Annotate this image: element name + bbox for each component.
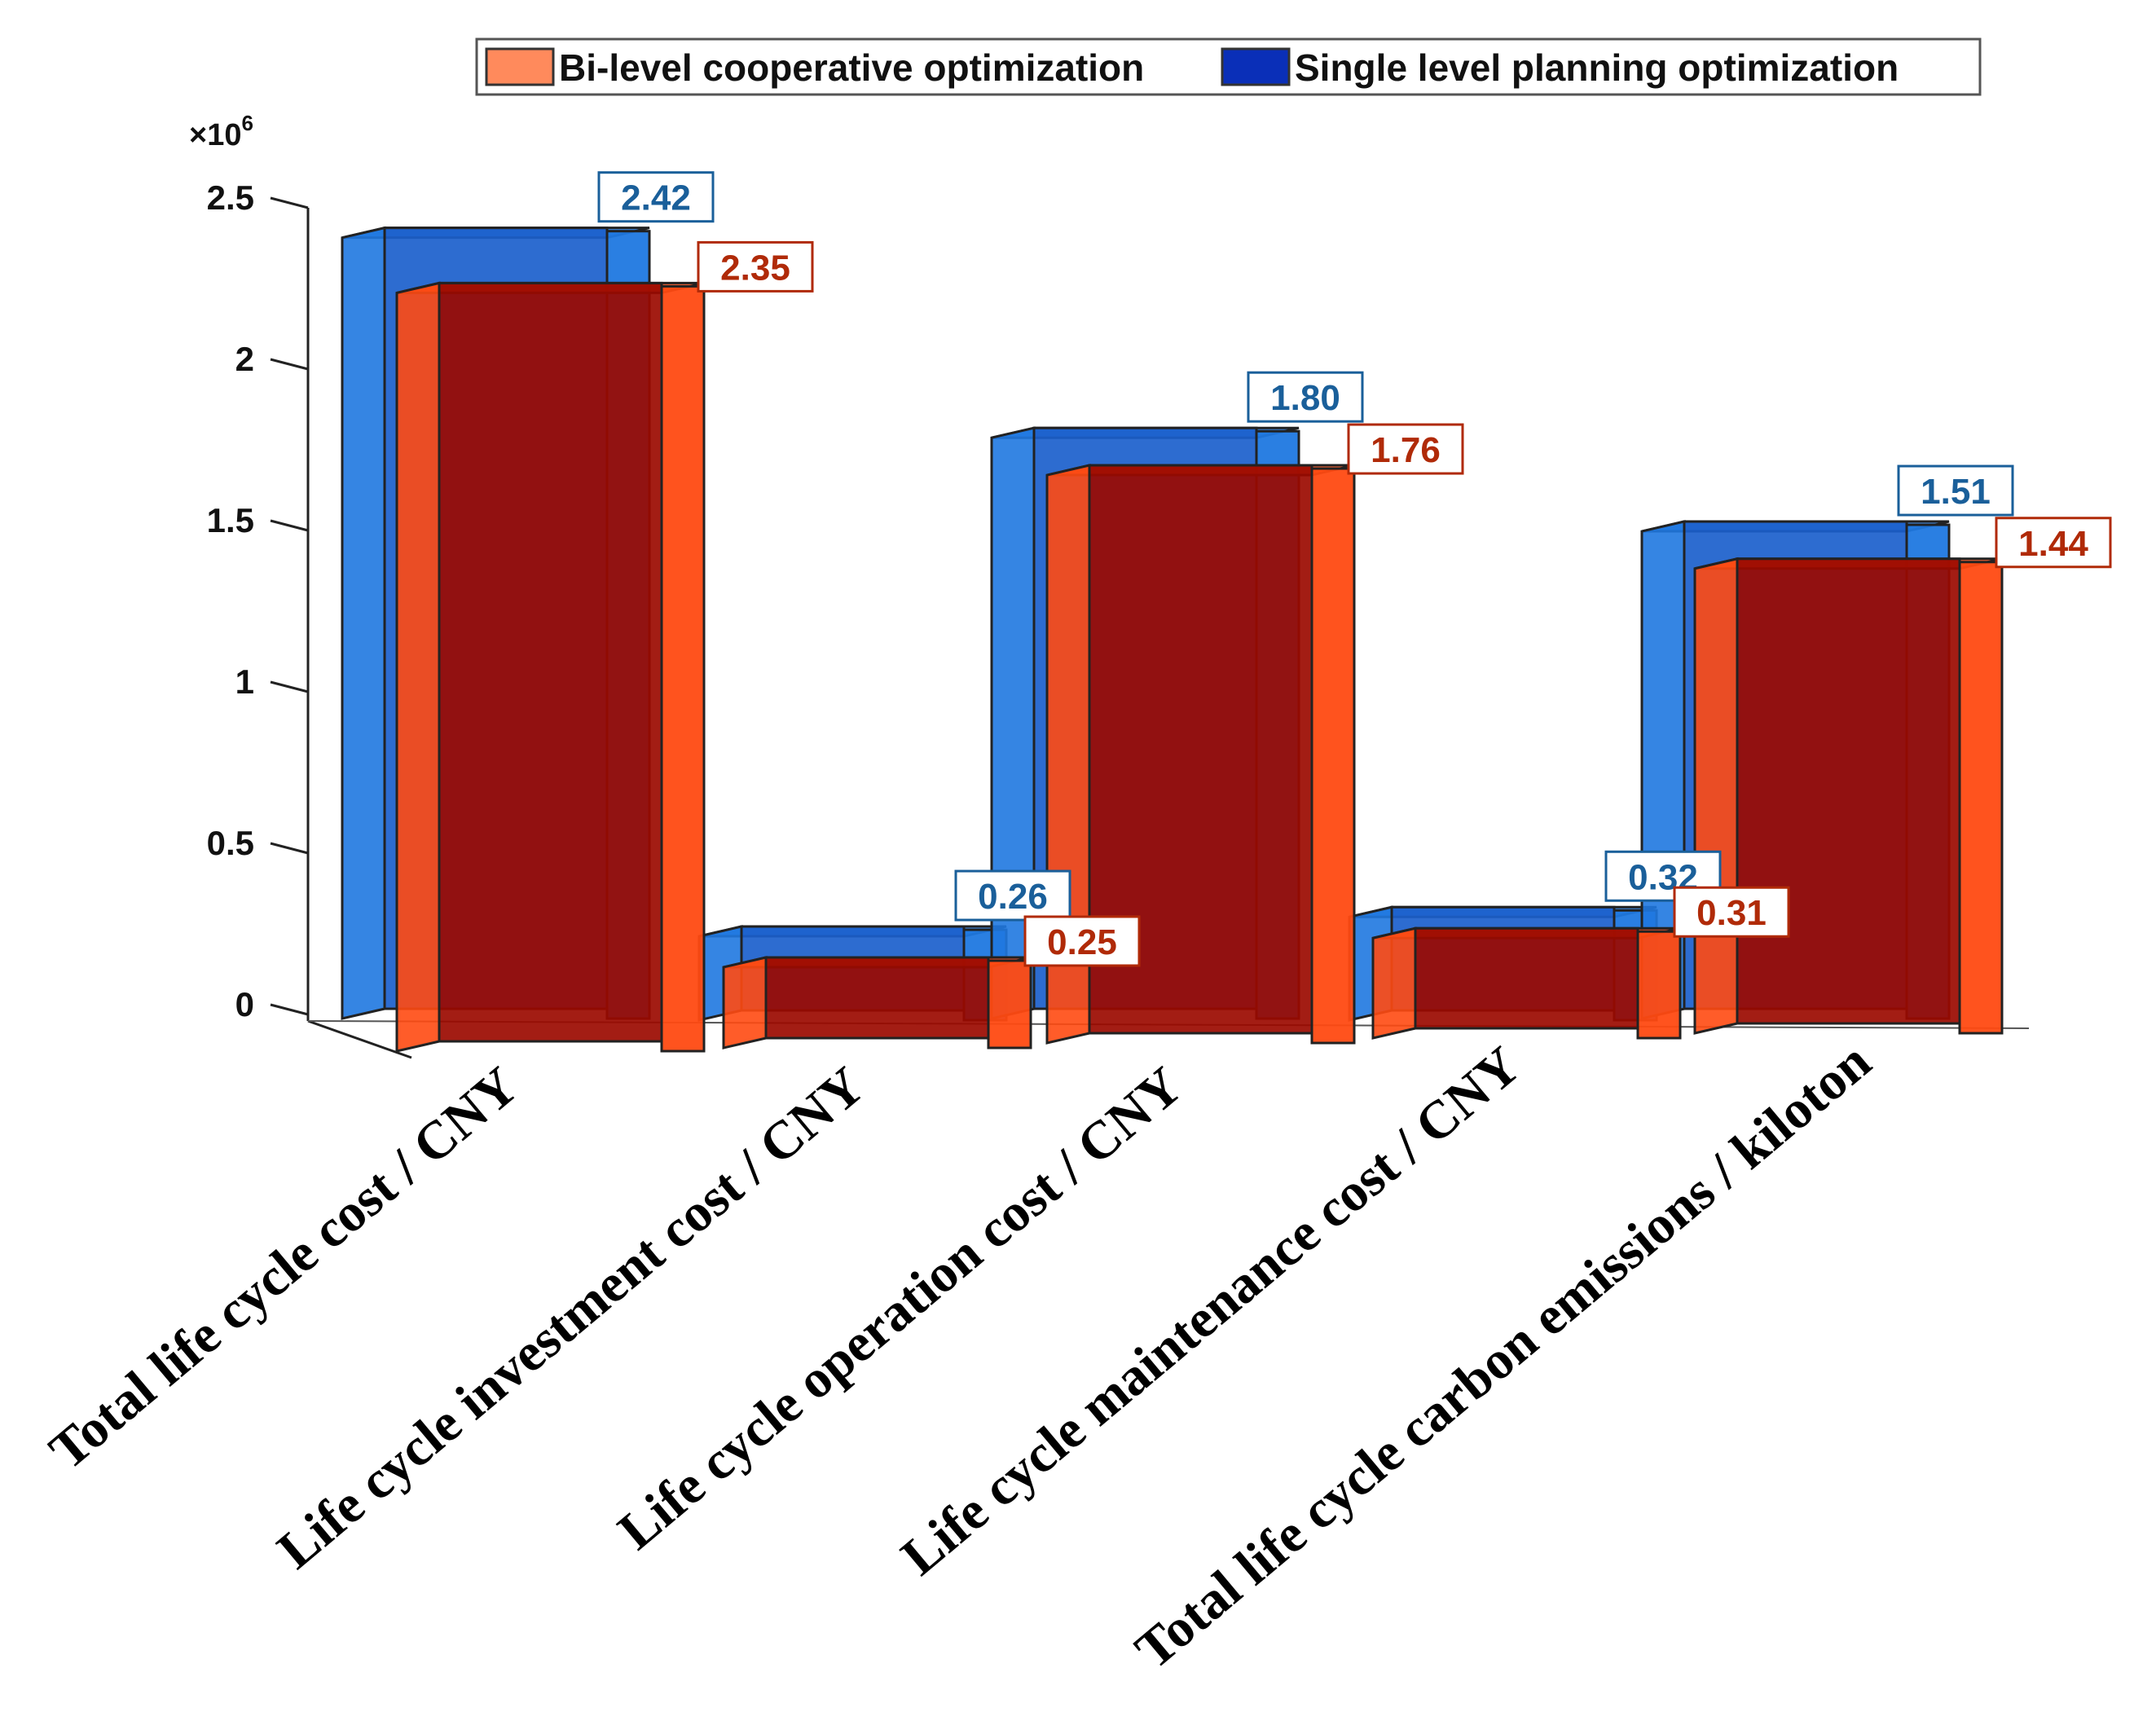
value-label-single-level-4-box <box>1897 464 2014 517</box>
value-label-bilevel-0-text: 2.35 <box>720 248 790 288</box>
bar-bilevel-4-edge <box>1958 561 2004 1035</box>
value-label-bilevel-3-box <box>1673 886 1790 938</box>
bar-bilevel-4-front <box>1736 557 1961 1025</box>
y-tick-mark <box>270 519 309 532</box>
bar-bilevel-4-side <box>1693 557 1739 1035</box>
value-label-bilevel-2: 1.76 <box>1347 423 1464 475</box>
value-label-single-level-0-box <box>597 171 715 223</box>
value-label-single-level-4-text: 1.51 <box>1921 472 1991 512</box>
bar-bilevel-1-edge <box>987 959 1032 1050</box>
y-tick-label: 1.5 <box>207 501 254 539</box>
value-label-single-level-1-box <box>954 869 1071 922</box>
value-label-bilevel-0-box <box>697 240 814 293</box>
value-label-single-level-1-text: 0.26 <box>978 877 1048 917</box>
bar-bilevel-1-front <box>764 956 990 1040</box>
bar-bilevel-3 <box>1371 926 1682 1040</box>
y-tick-label: 1 <box>235 662 254 701</box>
y-axis: 0 0.5 1 1.5 2 2.5 <box>207 178 2030 1059</box>
floor-left-edge <box>307 1019 412 1059</box>
legend-swatch-single-level <box>1221 47 1291 86</box>
value-label-bilevel-4-text: 1.44 <box>2018 524 2088 564</box>
bar-bilevel-1-side <box>722 956 768 1050</box>
value-labels: 2.420.261.800.321.512.350.251.760.311.44 <box>597 171 2112 967</box>
y-tick-mark <box>270 1003 309 1016</box>
category-label-3: Life cycle maintenance cost / CNY <box>891 1036 1532 1587</box>
value-label-bilevel-3: 0.31 <box>1673 886 1790 938</box>
value-label-bilevel-4-box <box>1995 517 2112 569</box>
y-tick-mark <box>270 680 309 693</box>
value-label-single-level-0: 2.42 <box>597 171 715 223</box>
value-label-bilevel-2-text: 1.76 <box>1371 430 1441 470</box>
value-label-bilevel-2-box <box>1347 423 1464 475</box>
y-tick-mark <box>270 358 309 371</box>
bar-bilevel-0-side <box>395 281 441 1053</box>
value-label-bilevel-0: 2.35 <box>697 240 814 293</box>
value-label-bilevel-4: 1.44 <box>1995 517 2112 569</box>
y-tick-label: 2 <box>235 340 254 378</box>
y-tick-label: 0.5 <box>207 824 254 862</box>
value-label-bilevel-1-box <box>1023 915 1141 967</box>
bar-bilevel-3-front <box>1414 926 1639 1030</box>
category-label-4: Total life cycle carbon emissions / kilo… <box>1124 1032 1882 1681</box>
bar-single-level-0-side <box>341 226 386 1020</box>
legend-label-bilevel: Bi-level cooperative optimization <box>559 46 1144 89</box>
value-label-single-level-0-text: 2.42 <box>621 178 691 218</box>
value-label-single-level-2-box <box>1247 371 1364 423</box>
bar-bilevel-3-side <box>1371 926 1417 1040</box>
bar-bilevel-3-edge <box>1636 930 1682 1040</box>
bar-bilevel-0-front <box>438 281 663 1043</box>
value-label-single-level-2: 1.80 <box>1247 371 1364 423</box>
bar-bilevel-4 <box>1693 557 2004 1035</box>
bar-bilevel-0-edge <box>660 284 706 1053</box>
bar-bilevel-1 <box>722 956 1032 1050</box>
legend: Bi-level cooperative optimization Single… <box>475 37 1982 96</box>
value-label-bilevel-1: 0.25 <box>1023 915 1141 967</box>
bar-bilevel-2-edge <box>1310 467 1356 1045</box>
legend-label-single-level: Single level planning optimization <box>1295 46 1899 89</box>
bar-bilevel-0 <box>395 281 706 1053</box>
value-label-bilevel-1-text: 0.25 <box>1047 922 1117 962</box>
category-label-2: Life cycle operation cost / CNY <box>607 1056 1193 1561</box>
legend-swatch-bilevel <box>485 47 555 86</box>
value-label-single-level-1: 0.26 <box>954 869 1071 922</box>
value-label-single-level-4: 1.51 <box>1897 464 2014 517</box>
value-label-bilevel-3-text: 0.31 <box>1696 893 1767 933</box>
y-tick-label: 0 <box>235 985 254 1023</box>
y-tick-mark <box>270 196 309 209</box>
category-label-1: Life cycle investment cost / CNY <box>266 1056 876 1581</box>
y-tick-label: 2.5 <box>207 178 254 217</box>
y-tick-mark <box>270 842 309 855</box>
y-axis-multiplier: ×106 <box>189 111 253 152</box>
value-label-single-level-2-text: 1.80 <box>1270 378 1340 418</box>
